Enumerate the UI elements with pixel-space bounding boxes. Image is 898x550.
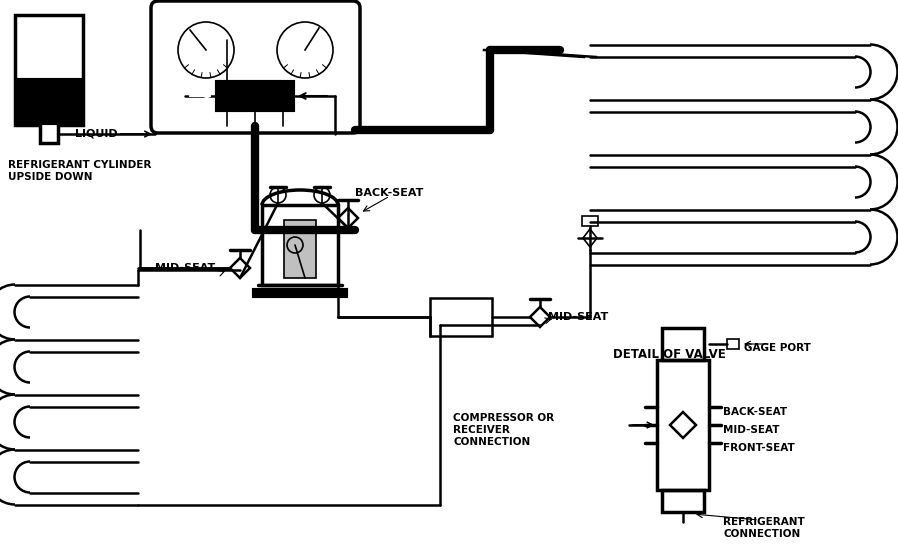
Bar	[662, 490, 704, 512]
Bar	[284, 220, 316, 278]
Text: BACK-SEAT: BACK-SEAT	[355, 188, 423, 198]
Text: MID-SEAT: MID-SEAT	[723, 425, 779, 435]
Text: FRONT-SEAT: FRONT-SEAT	[723, 443, 795, 453]
Bar	[727, 339, 739, 349]
Text: REFRIGERANT CYLINDER
UPSIDE DOWN: REFRIGERANT CYLINDER UPSIDE DOWN	[8, 160, 152, 182]
Bar	[262, 205, 338, 285]
Bar	[252, 288, 348, 298]
Text: COMPRESSOR OR
RECEIVER
CONNECTION: COMPRESSOR OR RECEIVER CONNECTION	[453, 414, 554, 447]
Bar	[657, 360, 709, 490]
Text: DETAIL OF VALVE: DETAIL OF VALVE	[613, 348, 726, 361]
Bar	[582, 216, 598, 226]
Text: MID-SEAT: MID-SEAT	[155, 263, 216, 273]
Text: MID-SEAT: MID-SEAT	[548, 312, 608, 322]
Text: REFRIGERANT
CONNECTION: REFRIGERANT CONNECTION	[723, 517, 805, 538]
Bar	[16, 78, 82, 125]
Text: BACK-SEAT: BACK-SEAT	[723, 407, 788, 417]
Bar	[662, 328, 704, 360]
Bar	[430, 298, 492, 336]
Text: LIQUID: LIQUID	[75, 128, 118, 138]
Bar	[215, 80, 295, 112]
Text: GAGE PORT: GAGE PORT	[744, 343, 811, 353]
